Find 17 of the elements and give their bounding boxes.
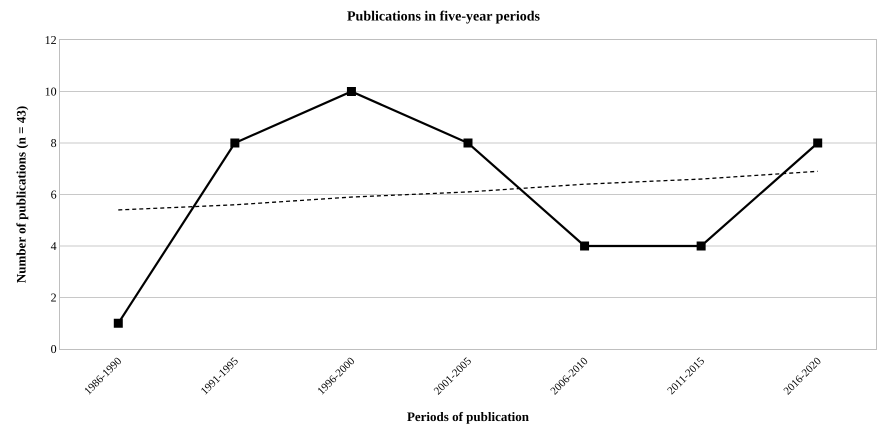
y-tick-label: 4 (50, 239, 57, 254)
y-tick-label: 12 (44, 33, 57, 48)
x-axis-title: Periods of publication (406, 409, 530, 424)
y-tick-label: 6 (50, 188, 57, 202)
point (230, 138, 240, 148)
point (346, 87, 356, 96)
y-tick-label: 8 (50, 136, 57, 150)
point (464, 138, 472, 148)
y-tick-label: 10 (44, 84, 57, 99)
y-tick-label: 2 (50, 290, 57, 305)
y-axis-title: Number of publications (n = 43) (14, 106, 29, 284)
point (114, 318, 123, 328)
chart-title: Publications in five-year periods (346, 10, 541, 25)
y-tick-label: 0 (50, 342, 57, 356)
point (696, 242, 706, 250)
point (580, 242, 590, 250)
point (813, 138, 822, 148)
